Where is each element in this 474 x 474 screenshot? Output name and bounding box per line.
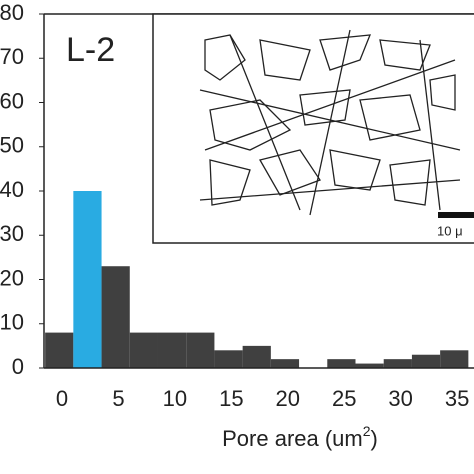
y-tick-label: 0 (12, 354, 24, 379)
bar (186, 332, 215, 368)
bar (383, 359, 412, 368)
bar (157, 332, 187, 368)
y-tick-label: 60 (0, 88, 24, 113)
x-tick-label: 0 (56, 386, 68, 411)
y-tick-label: 40 (0, 177, 24, 202)
y-tick-label: 10 (0, 310, 24, 335)
y-tick-label: 80 (0, 0, 24, 25)
x-tick-label: 5 (112, 386, 124, 411)
bar (129, 332, 158, 368)
y-tick-label: 20 (0, 265, 24, 290)
bar (411, 354, 441, 368)
y-tick-label: 70 (0, 44, 24, 69)
scale-bar (438, 212, 474, 218)
bar (327, 359, 356, 368)
x-axis-label: Pore area (um2) (222, 423, 378, 451)
bar (214, 350, 243, 368)
inset: 10 μ (152, 13, 474, 244)
bar (73, 191, 102, 368)
y-tick-label: 30 (0, 221, 24, 246)
bar (355, 363, 384, 368)
x-tick-label: 25 (332, 386, 356, 411)
fiber-network (199, 29, 461, 216)
x-tick-label: 35 (445, 386, 469, 411)
bar (45, 332, 74, 368)
panel-label: L-2 (66, 31, 115, 69)
x-tick-label: 15 (219, 386, 243, 411)
x-tick-label: 30 (388, 386, 412, 411)
bar (101, 266, 130, 368)
x-tick-label: 20 (276, 386, 300, 411)
scale-label: 10 μ (437, 223, 463, 238)
bar (270, 359, 300, 368)
y-tick-label: 50 (0, 133, 24, 158)
inset-frame (152, 13, 474, 244)
bar (440, 350, 469, 368)
x-tick-label: 10 (163, 386, 187, 411)
bar (242, 345, 271, 368)
